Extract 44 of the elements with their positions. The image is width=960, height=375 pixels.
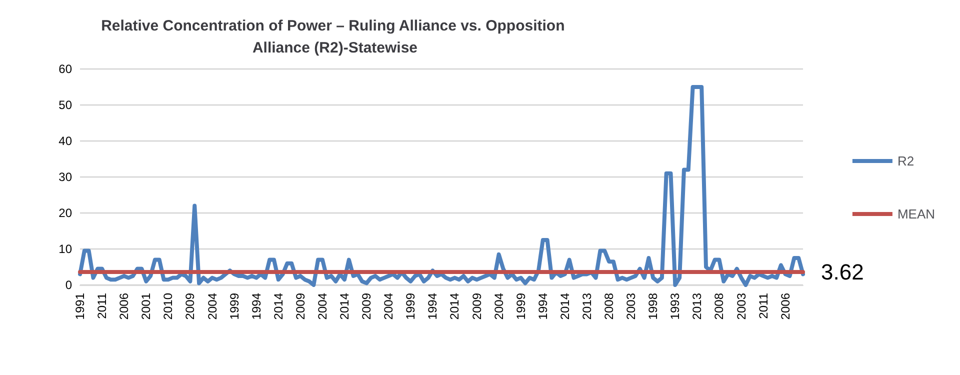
x-tick-label: 2004 xyxy=(205,292,220,320)
y-tick-label: 60 xyxy=(58,62,72,76)
x-tick-label: 2001 xyxy=(139,292,154,320)
x-tick-label: 2008 xyxy=(602,292,616,320)
x-tick-label: 2004 xyxy=(382,292,396,320)
y-tick-label: 40 xyxy=(58,134,72,148)
x-tick-label: 2014 xyxy=(448,292,462,320)
x-tick-label: 1999 xyxy=(514,292,528,320)
legend-label: R2 xyxy=(897,154,914,168)
x-tick-label: 2011 xyxy=(756,292,770,319)
x-tick-label: 2009 xyxy=(293,292,308,320)
x-tick-label: 2006 xyxy=(778,292,792,320)
x-tick-label: 1999 xyxy=(227,292,242,320)
x-tick-label: 2009 xyxy=(360,292,374,320)
x-tick-label: 2013 xyxy=(580,292,594,320)
data-label: 3.62 xyxy=(821,259,864,284)
x-tick-label: 2004 xyxy=(315,292,330,320)
x-tick-label: 2011 xyxy=(95,292,110,319)
x-tick-label: 1994 xyxy=(426,292,440,320)
legend-label: MEAN xyxy=(897,206,936,222)
x-tick-label: 1994 xyxy=(536,292,550,320)
x-tick-label: 2009 xyxy=(183,292,198,320)
x-tick-label: 2014 xyxy=(338,292,352,320)
x-tick-label: 2010 xyxy=(161,292,176,320)
x-tick-label: 1991 xyxy=(73,292,87,320)
x-tick-label: 2014 xyxy=(271,292,286,320)
x-tick-label: 1999 xyxy=(404,292,418,320)
chart-title: Relative Concentration of Power – Ruling Alliance vs. Opposition Alliance (R2)-Statewise xyxy=(101,18,569,56)
x-tick-label: 1998 xyxy=(646,292,660,320)
x-tick-label: 2003 xyxy=(734,292,748,320)
x-tick-label: 2008 xyxy=(712,292,726,320)
x-tick-label: 2013 xyxy=(690,292,704,320)
x-tick-label: 2009 xyxy=(470,292,484,320)
y-tick-label: 0 xyxy=(65,278,72,292)
x-tick-label: 2006 xyxy=(117,292,132,320)
x-tick-label: 2004 xyxy=(492,292,506,320)
x-tick-label: 2003 xyxy=(624,292,638,320)
x-tick-label: 2014 xyxy=(558,292,572,320)
y-tick-label: 10 xyxy=(58,242,72,256)
x-tick-label: 1993 xyxy=(668,292,682,320)
y-tick-label: 30 xyxy=(58,170,72,184)
y-tick-label: 50 xyxy=(58,98,72,112)
x-tick-label: 1994 xyxy=(249,292,264,320)
y-tick-label: 20 xyxy=(58,206,72,220)
